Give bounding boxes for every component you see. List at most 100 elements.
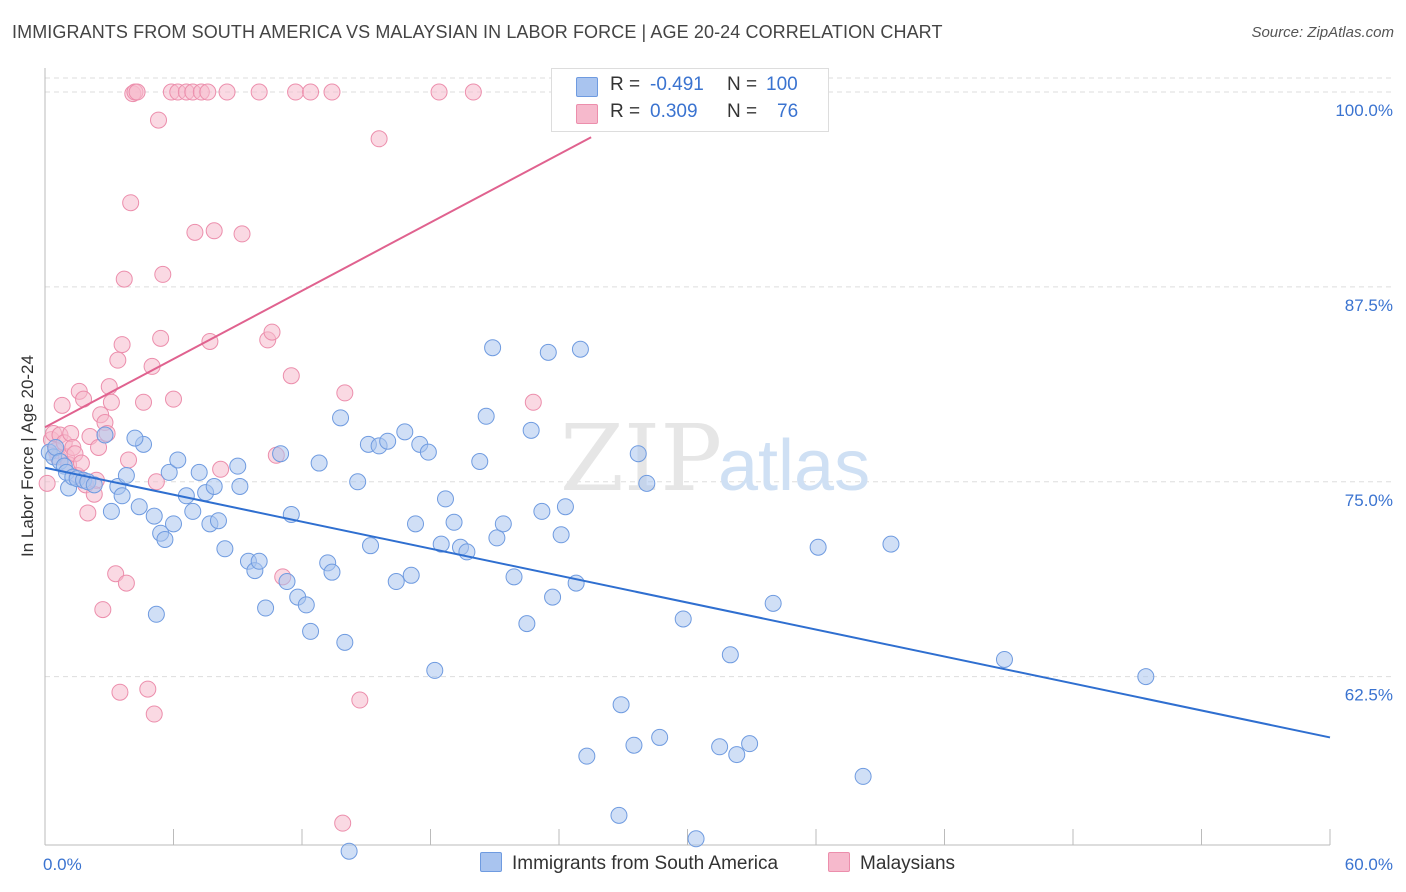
point-malaysians [165, 390, 182, 408]
point-immigrants [764, 594, 782, 612]
point-immigrants [402, 566, 420, 584]
point-immigrants [169, 451, 187, 469]
legend-label-malaysians: Malaysians [860, 853, 956, 874]
point-malaysians [147, 473, 165, 491]
point-immigrants [332, 409, 350, 427]
point-malaysians [233, 225, 251, 243]
point-immigrants [721, 646, 739, 664]
point-immigrants [297, 596, 315, 614]
point-immigrants [205, 477, 223, 495]
point-malaysians [186, 223, 204, 241]
point-immigrants [278, 573, 296, 591]
point-malaysians [128, 83, 146, 101]
legend-r-value: -0.491 [650, 74, 704, 95]
point-immigrants [711, 738, 729, 756]
legend-n-value: 76 [777, 101, 799, 122]
point-malaysians [102, 393, 120, 411]
point-malaysians [199, 83, 217, 101]
x-tick-labels: 0.0% 60.0% [43, 855, 1393, 874]
point-immigrants [651, 728, 669, 746]
point-immigrants [533, 502, 551, 520]
legend-swatch-pink [828, 852, 850, 872]
chart-title: IMMIGRANTS FROM SOUTH AMERICA VS MALAYSI… [12, 22, 943, 42]
point-immigrants [156, 530, 174, 548]
point-malaysians [62, 424, 80, 442]
series-malaysians [38, 83, 542, 832]
point-immigrants [578, 747, 596, 765]
point-immigrants [209, 512, 227, 530]
point-malaysians [145, 705, 163, 723]
point-immigrants [113, 487, 131, 505]
point-malaysians [152, 329, 170, 347]
point-immigrants [471, 453, 489, 470]
legend-swatch-pink [576, 104, 598, 124]
point-malaysians [430, 83, 448, 101]
legend-r-label: R = [610, 101, 641, 122]
legend-r-label: R = [610, 74, 641, 95]
legend-n-value: 100 [766, 74, 798, 95]
point-immigrants [484, 339, 502, 357]
legend-n-label: N = [727, 101, 758, 122]
point-immigrants [407, 515, 425, 533]
point-malaysians [53, 396, 71, 414]
point-immigrants [571, 340, 589, 358]
point-immigrants [494, 515, 512, 533]
point-immigrants [160, 463, 178, 481]
point-malaysians [113, 336, 131, 354]
point-malaysians [205, 222, 223, 240]
point-malaysians [370, 130, 388, 148]
point-immigrants [184, 502, 202, 520]
point-immigrants [126, 429, 144, 447]
point-malaysians [212, 460, 230, 478]
x-tick-label: 0.0% [43, 855, 82, 874]
point-immigrants [310, 454, 328, 472]
point-malaysians [38, 474, 56, 492]
point-immigrants [85, 476, 103, 494]
gridlines [45, 77, 1395, 678]
point-malaysians [79, 504, 97, 522]
legend-r-value: 0.309 [650, 101, 698, 122]
y-tick-label: 87.5% [1345, 296, 1393, 315]
point-malaysians [323, 83, 341, 101]
point-immigrants [1137, 668, 1155, 686]
point-immigrants [340, 842, 358, 860]
point-immigrants [809, 538, 827, 556]
point-immigrants [518, 615, 536, 633]
y-tick-label: 100.0% [1335, 101, 1393, 120]
point-malaysians [117, 574, 135, 592]
point-immigrants [629, 445, 647, 463]
x-tick-label: 60.0% [1345, 855, 1393, 874]
point-immigrants [552, 526, 570, 544]
point-malaysians [120, 451, 138, 469]
point-immigrants [362, 537, 380, 555]
trend-line-malaysians [44, 136, 592, 429]
legend-swatch-blue [576, 77, 598, 97]
point-immigrants [323, 563, 341, 581]
point-immigrants [257, 599, 275, 617]
point-malaysians [351, 691, 369, 709]
point-immigrants [96, 426, 114, 444]
point-immigrants [387, 573, 405, 591]
point-immigrants [302, 622, 320, 640]
point-immigrants [229, 457, 247, 475]
point-immigrants [638, 474, 656, 492]
source-credit: Source: ZipAtlas.com [1251, 24, 1394, 41]
legend-n-label: N = [727, 74, 758, 95]
point-immigrants [147, 605, 165, 623]
point-malaysians [150, 111, 168, 129]
point-immigrants [687, 830, 705, 848]
point-malaysians [334, 814, 352, 832]
point-malaysians [282, 367, 300, 385]
point-malaysians [154, 265, 172, 283]
point-immigrants [47, 438, 65, 456]
point-malaysians [72, 454, 90, 472]
y-tick-labels: 62.5% 75.0% 87.5% 100.0% [1335, 101, 1393, 705]
point-immigrants [556, 498, 574, 516]
point-malaysians [218, 83, 236, 101]
point-immigrants [854, 767, 872, 785]
legend-swatch-blue [480, 852, 502, 872]
series-immigrants-south-america [40, 339, 1155, 860]
point-malaysians [115, 270, 133, 288]
point-immigrants [741, 735, 759, 753]
